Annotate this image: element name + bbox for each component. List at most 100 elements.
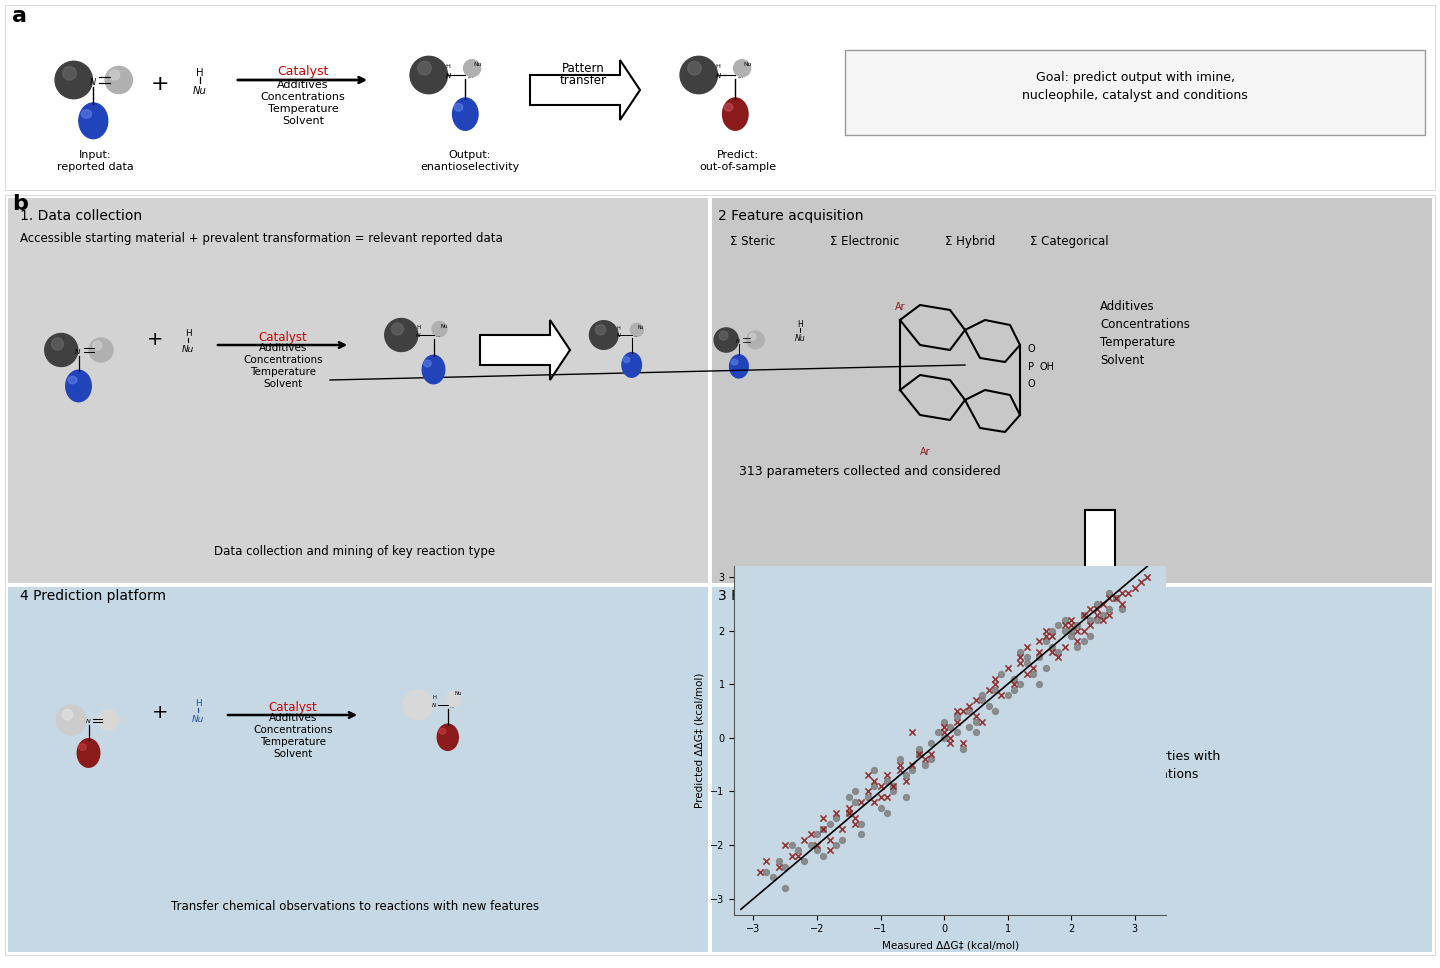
Point — [1028, 677, 1051, 692]
Point — [965, 725, 988, 741]
Text: Concentrations: Concentrations — [243, 355, 323, 365]
Point — [768, 859, 791, 874]
Ellipse shape — [82, 109, 92, 118]
Ellipse shape — [439, 728, 446, 735]
Point — [894, 768, 917, 783]
Point — [971, 692, 994, 708]
Point — [773, 880, 796, 895]
Point — [1015, 666, 1038, 681]
Text: Σ Hybrid: Σ Hybrid — [945, 235, 995, 248]
Text: Data collection and mining of key reaction type: Data collection and mining of key reacti… — [215, 545, 495, 558]
Ellipse shape — [730, 355, 749, 378]
Point — [933, 725, 956, 741]
FancyBboxPatch shape — [4, 5, 1436, 190]
Point — [768, 854, 791, 869]
Circle shape — [410, 56, 448, 94]
Text: Σ Steric: Σ Steric — [730, 235, 775, 248]
Ellipse shape — [452, 98, 478, 131]
Point — [965, 709, 988, 724]
Circle shape — [109, 70, 120, 80]
Text: 1. Data collection: 1. Data collection — [20, 209, 143, 223]
Point — [1117, 586, 1140, 601]
Point — [984, 677, 1007, 692]
Point — [1084, 601, 1107, 617]
Point — [1041, 645, 1064, 660]
Point — [933, 719, 956, 735]
Point — [831, 821, 854, 836]
Text: H: H — [716, 64, 721, 69]
Point — [812, 821, 835, 836]
Point — [786, 843, 809, 859]
Text: Nu: Nu — [192, 715, 204, 724]
FancyBboxPatch shape — [4, 195, 1436, 955]
Point — [965, 714, 988, 730]
Point — [894, 789, 917, 804]
Text: N: N — [432, 703, 436, 709]
Circle shape — [92, 341, 102, 350]
Point — [1002, 681, 1025, 697]
Circle shape — [105, 67, 132, 94]
Text: 313 parameters collected and considered: 313 parameters collected and considered — [739, 465, 1001, 478]
Point — [971, 687, 994, 703]
Point — [996, 687, 1020, 703]
Point — [1110, 596, 1133, 612]
Point — [933, 714, 956, 730]
Point — [958, 704, 981, 719]
Point — [868, 789, 891, 804]
Point — [1079, 612, 1102, 627]
Text: +: + — [147, 330, 163, 349]
Point — [812, 848, 835, 863]
Point — [984, 681, 1007, 697]
Text: Concentrations: Concentrations — [253, 725, 333, 735]
Text: Nu: Nu — [743, 62, 752, 68]
Text: N: N — [616, 333, 621, 338]
Point — [850, 795, 873, 810]
Point — [1021, 660, 1044, 676]
Text: nucleophile, catalyst and conditions: nucleophile, catalyst and conditions — [1022, 89, 1248, 103]
Point — [1092, 607, 1115, 622]
Point — [907, 746, 930, 762]
Text: Output:: Output: — [449, 150, 491, 160]
Text: 2 Feature acquisition: 2 Feature acquisition — [719, 209, 864, 223]
Text: Σ Electronic: Σ Electronic — [829, 235, 900, 248]
Text: +: + — [151, 74, 170, 94]
Point — [958, 719, 981, 735]
Point — [1066, 618, 1089, 633]
Point — [812, 821, 835, 836]
Point — [805, 827, 828, 842]
Point — [894, 773, 917, 789]
Text: O: O — [1028, 344, 1035, 354]
Circle shape — [589, 320, 618, 349]
Text: Additives: Additives — [1100, 300, 1155, 313]
Point — [868, 778, 891, 794]
Point — [907, 746, 930, 762]
Point — [976, 681, 999, 697]
Point — [749, 864, 772, 880]
Point — [1015, 639, 1038, 654]
Point — [1066, 634, 1089, 650]
Text: Nu: Nu — [474, 62, 481, 68]
Circle shape — [392, 323, 403, 335]
Text: Catalyst: Catalyst — [259, 330, 307, 344]
Point — [1104, 590, 1128, 606]
Ellipse shape — [454, 104, 462, 111]
Point — [1009, 655, 1032, 671]
Circle shape — [63, 67, 76, 80]
Text: Σ Categorical: Σ Categorical — [1030, 235, 1109, 248]
Circle shape — [595, 324, 606, 335]
Point — [1084, 612, 1107, 627]
Point — [1097, 586, 1120, 601]
Point — [1104, 590, 1128, 606]
Text: N: N — [445, 73, 451, 78]
Text: +: + — [151, 703, 168, 722]
Text: Ar: Ar — [894, 302, 906, 312]
Text: a: a — [12, 6, 27, 26]
Ellipse shape — [422, 355, 445, 383]
Polygon shape — [1070, 510, 1130, 590]
Point — [876, 768, 899, 783]
Point — [881, 778, 904, 794]
Point — [1041, 639, 1064, 654]
Point — [805, 843, 828, 859]
Point — [780, 837, 804, 853]
Point — [786, 848, 809, 863]
